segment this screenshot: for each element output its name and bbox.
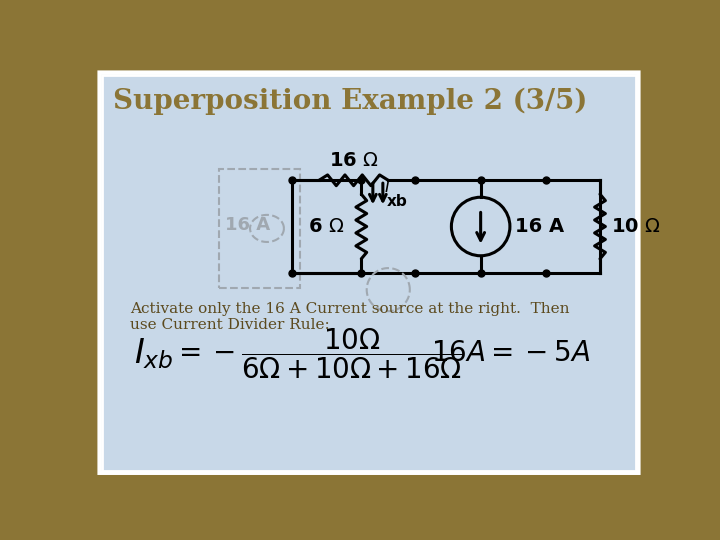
- FancyBboxPatch shape: [99, 72, 639, 473]
- Text: xb: xb: [387, 194, 408, 208]
- FancyBboxPatch shape: [92, 65, 647, 481]
- Text: 10 $\Omega$: 10 $\Omega$: [611, 217, 661, 236]
- Text: Activate only the 16 A Current source at the right.  Then
use Current Divider Ru: Activate only the 16 A Current source at…: [130, 302, 570, 332]
- Text: $I$: $I$: [384, 178, 391, 195]
- Text: 16 $\Omega$: 16 $\Omega$: [328, 151, 379, 170]
- Text: $I_{xb}$: $I_{xb}$: [134, 336, 174, 371]
- Text: $= -\dfrac{10\Omega}{6\Omega+10\Omega+16\Omega}$: $= -\dfrac{10\Omega}{6\Omega+10\Omega+16…: [173, 326, 463, 381]
- Bar: [219, 168, 300, 288]
- Text: 16 A: 16 A: [515, 217, 564, 236]
- Text: Superposition Example 2 (3/5): Superposition Example 2 (3/5): [113, 88, 588, 115]
- Text: 6 $\Omega$: 6 $\Omega$: [308, 217, 344, 236]
- Text: 16 A: 16 A: [225, 215, 270, 234]
- Text: $16A = -5A$: $16A = -5A$: [431, 340, 590, 367]
